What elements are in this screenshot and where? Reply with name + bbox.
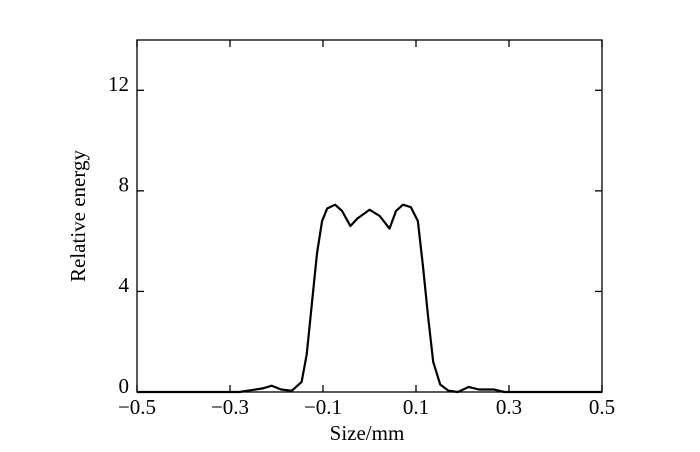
y-tick-label: 0 (119, 374, 130, 398)
y-axis-label: Relative energy (66, 150, 90, 282)
x-tick-label: 0.3 (496, 395, 522, 419)
x-tick-label: −0.5 (118, 395, 156, 419)
x-tick-label: −0.3 (211, 395, 249, 419)
plot-frame (136, 39, 603, 393)
x-tick-label: −0.1 (304, 395, 342, 419)
x-axis-label: Size/mm (330, 421, 405, 445)
y-tick-label: 12 (108, 72, 129, 96)
x-tick-label: 0.5 (589, 395, 615, 419)
y-tick-label: 4 (119, 273, 130, 297)
data-line (137, 203, 602, 394)
x-tick-label: 0.1 (403, 395, 429, 419)
y-tick-label: 8 (119, 173, 130, 197)
